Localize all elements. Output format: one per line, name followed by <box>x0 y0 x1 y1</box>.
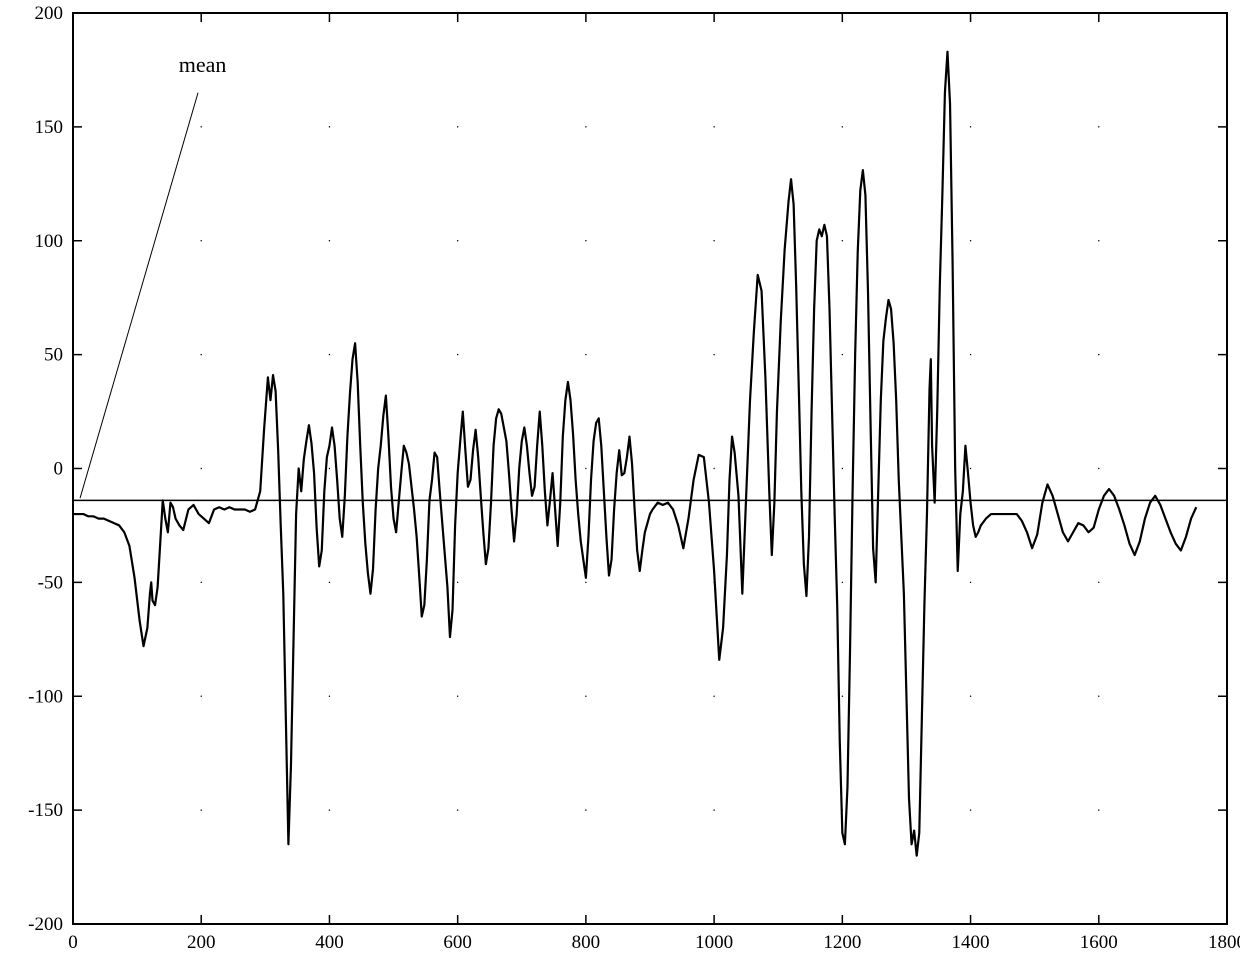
x-tick-label: 600 <box>443 932 472 953</box>
x-tick-label: 200 <box>187 932 216 953</box>
x-tick-label: 1000 <box>695 932 733 953</box>
y-tick-label: -100 <box>28 686 63 707</box>
line-chart: 020040060080010001200140016001800-200-15… <box>0 0 1240 957</box>
y-tick-label: 200 <box>35 3 64 24</box>
x-tick-label: 1600 <box>1080 932 1118 953</box>
annotation-label: mean <box>179 52 227 77</box>
x-tick-label: 1800 <box>1208 932 1240 953</box>
y-tick-label: 50 <box>44 345 63 366</box>
x-tick-label: 1400 <box>952 932 990 953</box>
y-tick-label: 150 <box>35 117 64 138</box>
y-tick-label: -200 <box>28 914 63 935</box>
x-tick-label: 400 <box>315 932 344 953</box>
y-tick-label: 0 <box>54 459 64 480</box>
x-tick-label: 800 <box>572 932 601 953</box>
x-tick-label: 1200 <box>823 932 861 953</box>
y-tick-label: -150 <box>28 800 63 821</box>
y-tick-label: -50 <box>38 572 63 593</box>
x-tick-label: 0 <box>68 932 78 953</box>
chart-container: 020040060080010001200140016001800-200-15… <box>0 0 1240 957</box>
y-tick-label: 100 <box>35 231 64 252</box>
